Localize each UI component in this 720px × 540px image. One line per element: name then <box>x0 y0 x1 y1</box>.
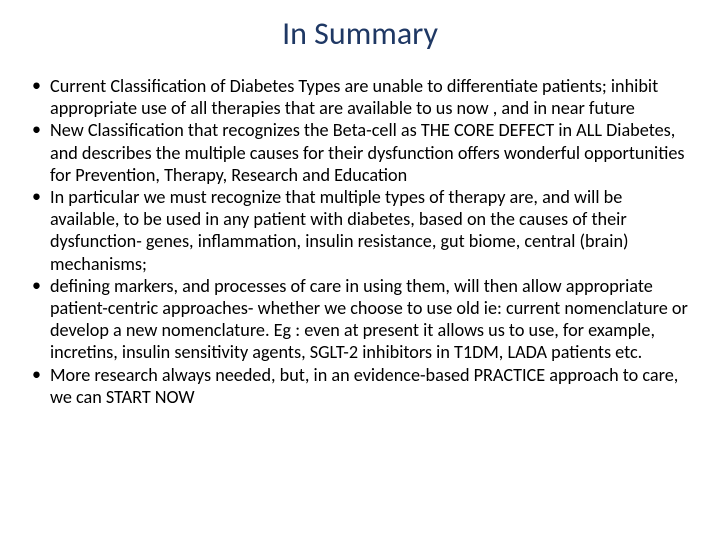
bullet-item: defining markers, and processes of care … <box>28 275 692 364</box>
bullet-item: New Classification that recognizes the B… <box>28 119 692 186</box>
bullet-item: Current Classification of Diabetes Types… <box>28 75 692 119</box>
bullet-item: More research always needed, but, in an … <box>28 364 692 408</box>
slide: In Summary Current Classification of Dia… <box>0 0 720 540</box>
bullet-list: Current Classification of Diabetes Types… <box>28 75 692 408</box>
slide-title: In Summary <box>28 14 692 53</box>
bullet-item: In particular we must recognize that mul… <box>28 186 692 275</box>
